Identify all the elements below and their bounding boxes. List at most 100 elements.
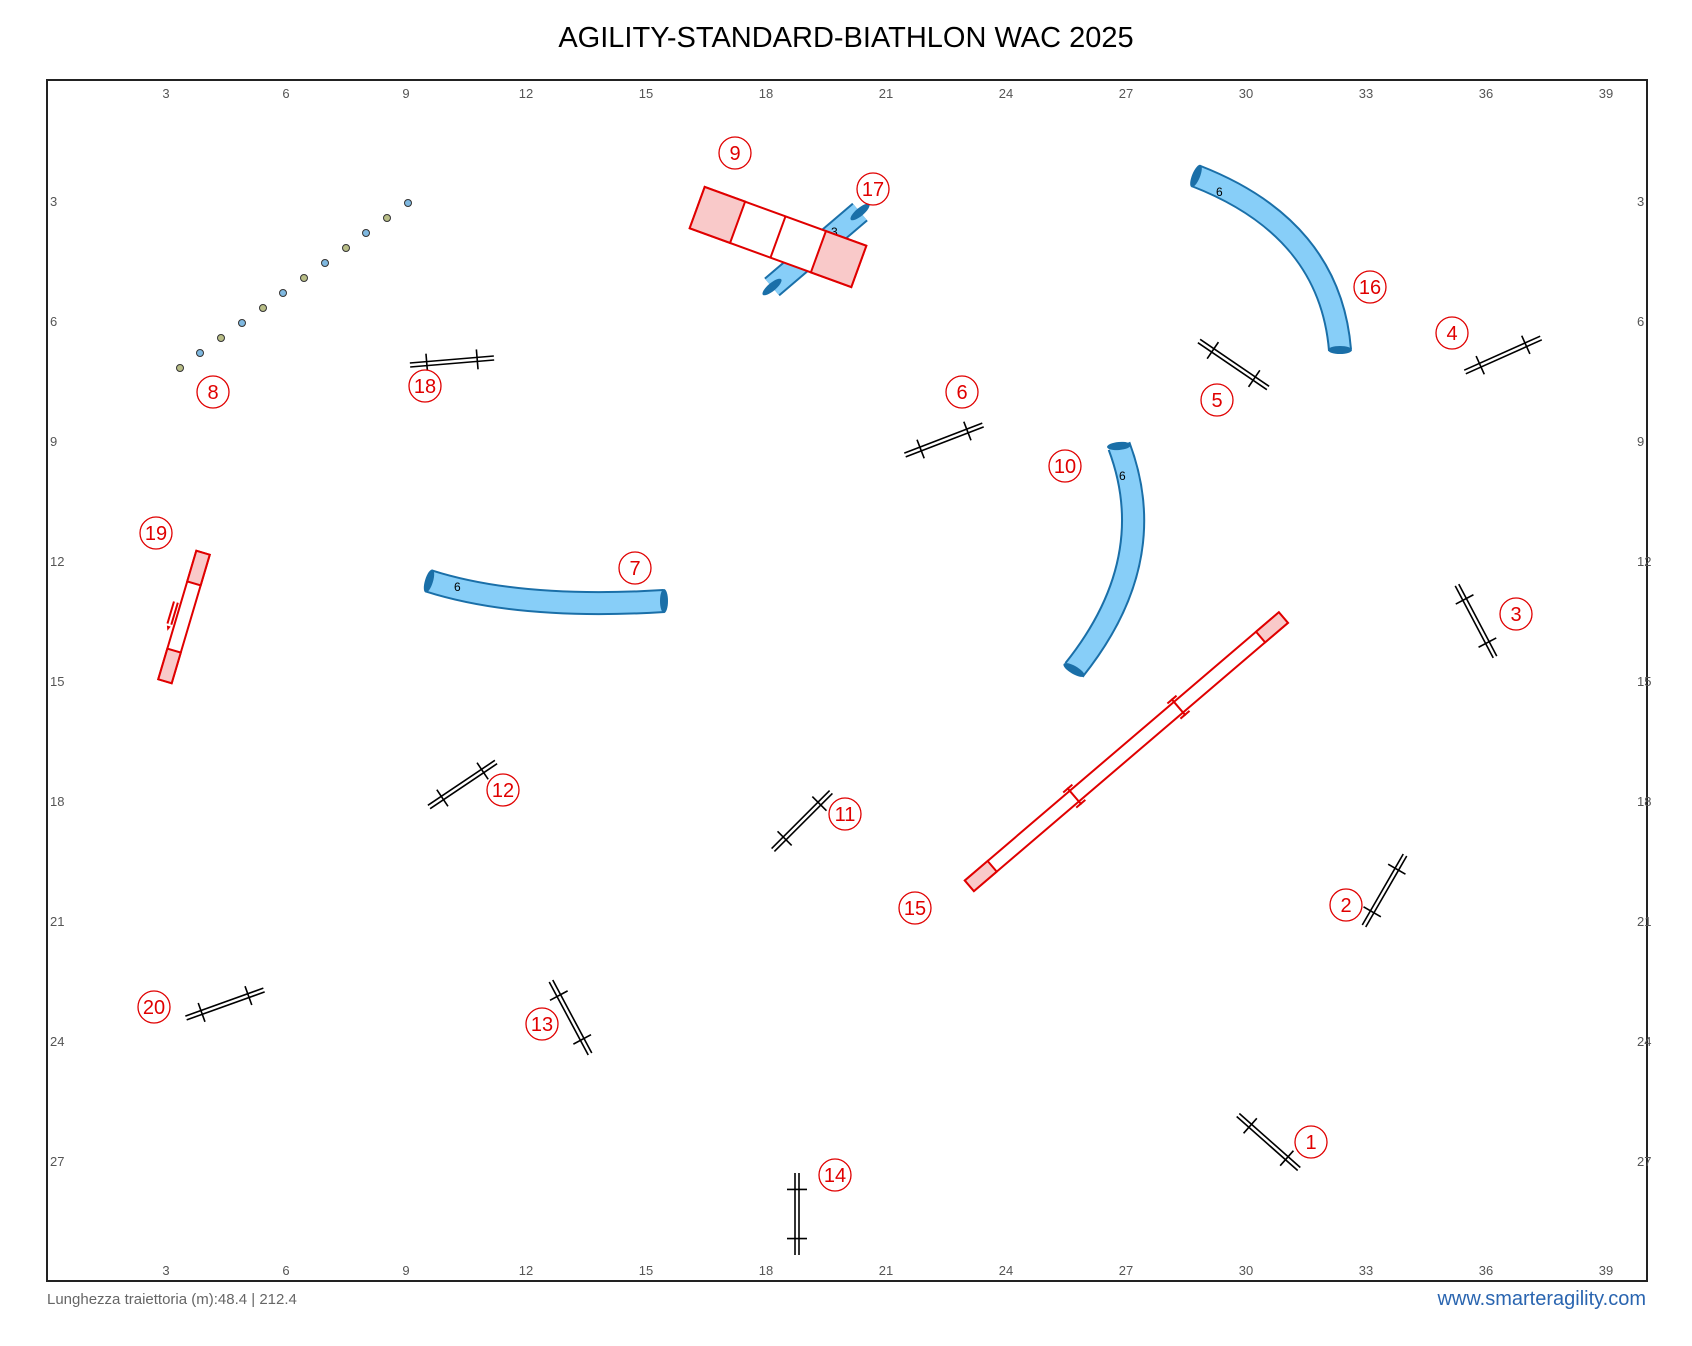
- y-tick-left: 3: [50, 194, 57, 209]
- number-badge-15: 15: [898, 891, 932, 925]
- svg-text:10: 10: [1054, 456, 1076, 478]
- x-tick-top: 24: [999, 86, 1013, 101]
- x-tick-bottom: 12: [519, 1263, 533, 1278]
- y-tick-left: 9: [50, 434, 57, 449]
- x-tick-top: 3: [162, 86, 169, 101]
- tunnel-17-length: 3: [831, 225, 838, 239]
- svg-text:5: 5: [1211, 390, 1222, 412]
- x-tick-bottom: 33: [1359, 1263, 1373, 1278]
- x-tick-top: 21: [879, 86, 893, 101]
- number-badge-10: 10: [1048, 449, 1082, 483]
- x-tick-bottom: 15: [639, 1263, 653, 1278]
- x-tick-bottom: 21: [879, 1263, 893, 1278]
- tunnel-7[interactable]: 6: [422, 568, 668, 616]
- tunnel-10[interactable]: 6: [1062, 441, 1146, 679]
- number-badge-20: 20: [137, 990, 171, 1024]
- jump-5[interactable]: [1197, 338, 1270, 391]
- y-tick-right: 24: [1637, 1034, 1651, 1049]
- svg-text:14: 14: [824, 1165, 846, 1187]
- x-tick-bottom: 27: [1119, 1263, 1133, 1278]
- number-badge-12: 12: [486, 773, 520, 807]
- y-tick-left: 18: [50, 794, 64, 809]
- course-title: AGILITY-STANDARD-BIATHLON WAC 2025: [558, 22, 1134, 54]
- y-tick-right: 18: [1637, 794, 1651, 809]
- jump-11[interactable]: [771, 790, 833, 852]
- svg-text:11: 11: [835, 804, 856, 826]
- number-badge-13: 13: [525, 1007, 559, 1041]
- y-tick-right: 27: [1637, 1154, 1651, 1169]
- x-tick-top: 9: [402, 86, 409, 101]
- jump-4[interactable]: [1463, 335, 1543, 375]
- svg-text:20: 20: [143, 997, 165, 1019]
- x-tick-top: 27: [1119, 86, 1133, 101]
- svg-text:9: 9: [729, 143, 740, 165]
- y-tick-right: 6: [1637, 314, 1644, 329]
- x-tick-top: 18: [759, 86, 773, 101]
- svg-text:19: 19: [145, 523, 167, 545]
- x-tick-top: 33: [1359, 86, 1373, 101]
- jumps-layer: [185, 335, 1543, 1255]
- svg-text:1: 1: [1305, 1132, 1316, 1154]
- number-badge-11: 11: [828, 797, 862, 831]
- svg-text:15: 15: [904, 898, 926, 920]
- jump-3[interactable]: [1454, 583, 1498, 659]
- svg-text:13: 13: [531, 1014, 553, 1036]
- ring-ticks: 3366991212151518182121242427273030333336…: [50, 86, 1651, 1278]
- jump-12[interactable]: [427, 759, 498, 810]
- x-tick-bottom: 36: [1479, 1263, 1493, 1278]
- svg-text:6: 6: [956, 382, 967, 404]
- number-badge-14: 14: [818, 1158, 852, 1192]
- x-tick-bottom: 24: [999, 1263, 1013, 1278]
- number-badge-6: 6: [945, 375, 979, 409]
- svg-text:17: 17: [862, 179, 884, 201]
- jump-1[interactable]: [1236, 1112, 1301, 1172]
- number-badge-2: 2: [1329, 888, 1363, 922]
- a-frame[interactable]: [688, 185, 868, 289]
- number-badge-5: 5: [1200, 383, 1234, 417]
- tunnel-10-length: 6: [1119, 469, 1126, 483]
- svg-text:16: 16: [1359, 277, 1381, 299]
- y-tick-left: 27: [50, 1154, 64, 1169]
- y-tick-right: 21: [1637, 914, 1651, 929]
- tunnel-16-length: 6: [1216, 185, 1223, 199]
- number-badge-18: 18: [408, 369, 442, 403]
- y-tick-right: 12: [1637, 554, 1651, 569]
- path-length: Lunghezza traiettoria (m):48.4 | 212.4: [47, 1291, 297, 1308]
- number-badge-8: 8: [196, 375, 230, 409]
- number-badge-19: 19: [139, 516, 173, 550]
- number-badge-9: 9: [718, 136, 752, 170]
- svg-text:4: 4: [1446, 323, 1457, 345]
- weave-poles[interactable]: [176, 199, 412, 372]
- svg-text:8: 8: [207, 382, 218, 404]
- jump-6[interactable]: [903, 421, 985, 459]
- x-tick-bottom: 30: [1239, 1263, 1253, 1278]
- website-link[interactable]: www.smarteragility.com: [1437, 1288, 1646, 1310]
- x-tick-top: 12: [519, 86, 533, 101]
- x-tick-bottom: 3: [162, 1263, 169, 1278]
- seesaw[interactable]: [152, 549, 211, 685]
- tunnel-16[interactable]: 6: [1188, 163, 1352, 354]
- jump-20[interactable]: [185, 985, 265, 1023]
- ring-border: [46, 79, 1648, 1282]
- svg-text:3: 3: [1510, 604, 1521, 626]
- svg-text:18: 18: [414, 376, 436, 398]
- x-tick-bottom: 9: [402, 1263, 409, 1278]
- number-badge-4: 4: [1435, 316, 1469, 350]
- x-tick-bottom: 39: [1599, 1263, 1613, 1278]
- jump-14[interactable]: [787, 1173, 807, 1255]
- number-badge-7: 7: [618, 551, 652, 585]
- jump-13[interactable]: [548, 979, 593, 1056]
- x-tick-bottom: 18: [759, 1263, 773, 1278]
- y-tick-left: 15: [50, 674, 64, 689]
- jump-2[interactable]: [1361, 853, 1408, 928]
- y-tick-left: 12: [50, 554, 64, 569]
- number-badge-17: 17: [856, 172, 890, 206]
- dog-walk[interactable]: [962, 609, 1290, 894]
- x-tick-top: 15: [639, 86, 653, 101]
- number-badge-16: 16: [1353, 270, 1387, 304]
- y-tick-right: 9: [1637, 434, 1644, 449]
- y-tick-right: 3: [1637, 194, 1644, 209]
- number-badge-3: 3: [1499, 597, 1533, 631]
